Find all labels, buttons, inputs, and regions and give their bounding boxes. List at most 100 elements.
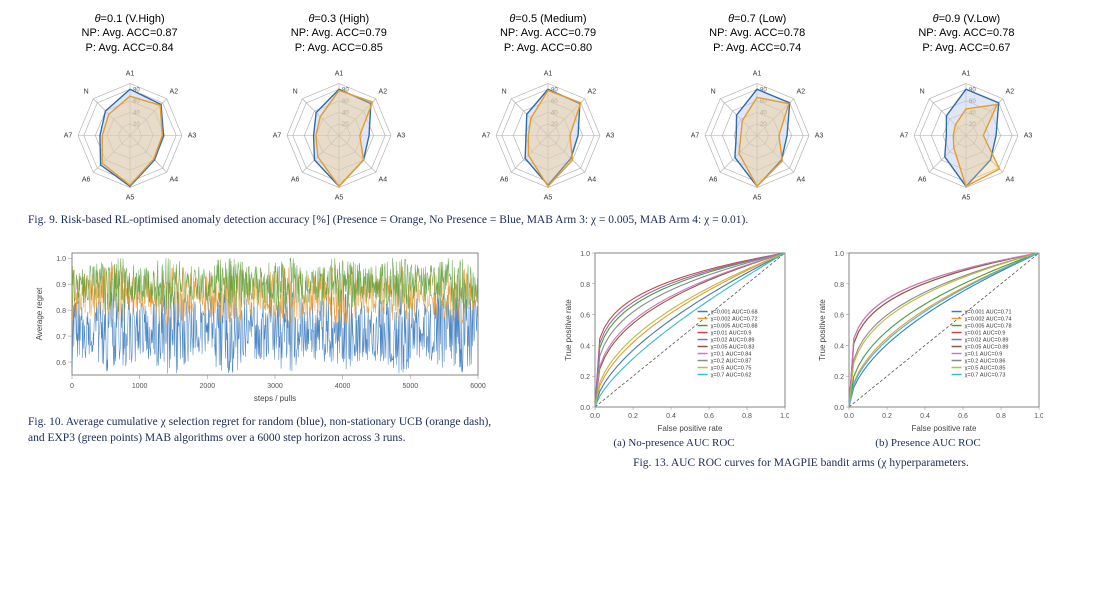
radar-plot: A1A2A3A4A5A6A7N20406080	[672, 57, 842, 202]
svg-text:A2: A2	[797, 89, 806, 96]
svg-text:N: N	[920, 89, 925, 96]
svg-text:0.8: 0.8	[996, 413, 1006, 420]
svg-text:χ=0.1 AUC=0.9: χ=0.1 AUC=0.9	[965, 351, 1003, 357]
radar-title: θ=0.5 (Medium)NP: Avg. ACC=0.79P: Avg. A…	[500, 12, 596, 55]
radar-plot: A1A2A3A4A5A6A7N20406080	[45, 57, 215, 202]
svg-text:Average regret: Average regret	[35, 286, 44, 340]
radar-plot: A1A2A3A4A5A6A7N20406080	[463, 57, 633, 202]
svg-text:A5: A5	[544, 194, 553, 201]
svg-text:χ=0.001 AUC=0.68: χ=0.001 AUC=0.68	[711, 309, 758, 315]
fig9-caption: Fig. 9. Risk-based RL-optimised anomaly …	[28, 212, 1068, 229]
svg-text:0.0: 0.0	[834, 405, 844, 412]
svg-text:A5: A5	[335, 194, 344, 201]
roc-cell: 0.00.00.20.20.40.40.60.60.80.81.01.0Fals…	[559, 245, 789, 449]
radar-title: θ=0.7 (Low)NP: Avg. ACC=0.78P: Avg. ACC=…	[709, 12, 805, 55]
radar-cell: θ=0.1 (V.High)NP: Avg. ACC=0.87P: Avg. A…	[28, 12, 231, 202]
svg-text:χ=0.7 AUC=0.62: χ=0.7 AUC=0.62	[711, 372, 752, 378]
svg-text:5000: 5000	[403, 383, 419, 390]
svg-text:A3: A3	[187, 132, 196, 139]
radar-cell: θ=0.9 (V.Low)NP: Avg. ACC=0.78P: Avg. AC…	[865, 12, 1068, 202]
svg-text:3000: 3000	[267, 383, 283, 390]
svg-text:0.6: 0.6	[834, 312, 844, 319]
svg-text:A6: A6	[500, 176, 509, 183]
svg-text:False positive rate: False positive rate	[658, 424, 723, 433]
roc-plot: 0.00.00.20.20.40.40.60.60.80.81.01.0Fals…	[813, 245, 1043, 435]
svg-text:A2: A2	[588, 89, 597, 96]
svg-text:0.0: 0.0	[590, 413, 600, 420]
svg-text:0.8: 0.8	[580, 281, 590, 288]
svg-text:N: N	[502, 89, 507, 96]
svg-text:χ=0.1 AUC=0.84: χ=0.1 AUC=0.84	[711, 351, 752, 357]
svg-text:A6: A6	[709, 176, 718, 183]
svg-text:A4: A4	[378, 176, 387, 183]
svg-text:0.0: 0.0	[844, 413, 854, 420]
svg-text:A1: A1	[125, 70, 134, 77]
svg-text:A4: A4	[797, 176, 806, 183]
roc-row: 0.00.00.20.20.40.40.60.60.80.81.01.0Fals…	[534, 245, 1068, 449]
roc-sublabel: (b) Presence AUC ROC	[875, 437, 980, 449]
svg-text:True positive rate: True positive rate	[818, 298, 827, 360]
svg-text:1.0: 1.0	[580, 251, 590, 258]
svg-text:A2: A2	[169, 89, 178, 96]
svg-text:steps / pulls: steps / pulls	[254, 394, 296, 403]
radar-plot: A1A2A3A4A5A6A7N20406080	[881, 57, 1051, 202]
svg-text:A1: A1	[544, 70, 553, 77]
svg-text:0.8: 0.8	[56, 308, 66, 315]
svg-text:N: N	[711, 89, 716, 96]
svg-text:A6: A6	[918, 176, 927, 183]
svg-text:χ=0.02 AUC=0.89: χ=0.02 AUC=0.89	[965, 337, 1009, 343]
svg-text:A5: A5	[962, 194, 971, 201]
svg-text:χ=0.05 AUC=0.89: χ=0.05 AUC=0.89	[965, 344, 1009, 350]
bottom-row: 01000200030004000500060000.60.70.80.91.0…	[28, 245, 1068, 488]
svg-text:0.0: 0.0	[580, 405, 590, 412]
svg-text:χ=0.02 AUC=0.89: χ=0.02 AUC=0.89	[711, 337, 755, 343]
svg-text:χ=0.5 AUC=0.75: χ=0.5 AUC=0.75	[711, 365, 752, 371]
svg-text:0.2: 0.2	[834, 374, 844, 381]
svg-text:χ=0.5 AUC=0.85: χ=0.5 AUC=0.85	[965, 365, 1006, 371]
svg-text:0.6: 0.6	[958, 413, 968, 420]
svg-text:χ=0.05 AUC=0.83: χ=0.05 AUC=0.83	[711, 344, 755, 350]
radar-plot: A1A2A3A4A5A6A7N20406080	[254, 57, 424, 202]
svg-text:0.6: 0.6	[704, 413, 714, 420]
svg-text:0.2: 0.2	[628, 413, 638, 420]
regret-plot: 01000200030004000500060000.60.70.80.91.0…	[28, 245, 488, 405]
fig13-caption: Fig. 13. AUC ROC curves for MAGPIE bandi…	[534, 455, 1068, 472]
svg-text:χ=0.002 AUC=0.72: χ=0.002 AUC=0.72	[711, 316, 758, 322]
svg-text:6000: 6000	[470, 383, 486, 390]
radar-cell: θ=0.3 (High)NP: Avg. ACC=0.79P: Avg. ACC…	[237, 12, 440, 202]
svg-text:1.0: 1.0	[834, 251, 844, 258]
svg-text:χ=0.7 AUC=0.73: χ=0.7 AUC=0.73	[965, 372, 1006, 378]
roc-panel: 0.00.00.20.20.40.40.60.60.80.81.01.0Fals…	[534, 245, 1068, 488]
svg-text:χ=0.005 AUC=0.78: χ=0.005 AUC=0.78	[965, 323, 1012, 329]
svg-text:1000: 1000	[132, 383, 148, 390]
svg-text:χ=0.01 AUC=0.9: χ=0.01 AUC=0.9	[711, 330, 752, 336]
svg-text:A7: A7	[482, 132, 491, 139]
svg-text:A5: A5	[125, 194, 134, 201]
svg-text:0.2: 0.2	[580, 374, 590, 381]
svg-text:χ=0.2 AUC=0.86: χ=0.2 AUC=0.86	[965, 358, 1006, 364]
svg-text:0.6: 0.6	[580, 312, 590, 319]
svg-text:χ=0.01 AUC=0.9: χ=0.01 AUC=0.9	[965, 330, 1006, 336]
svg-text:0: 0	[70, 383, 74, 390]
svg-text:True positive rate: True positive rate	[564, 298, 573, 360]
svg-text:A3: A3	[606, 132, 615, 139]
svg-text:A4: A4	[169, 176, 178, 183]
svg-text:4000: 4000	[335, 383, 351, 390]
svg-text:A1: A1	[335, 70, 344, 77]
svg-text:0.4: 0.4	[920, 413, 930, 420]
svg-text:1.0: 1.0	[56, 256, 66, 263]
svg-text:A2: A2	[1006, 89, 1015, 96]
svg-text:A2: A2	[378, 89, 387, 96]
svg-text:A4: A4	[588, 176, 597, 183]
svg-text:A7: A7	[900, 132, 909, 139]
svg-text:A7: A7	[63, 132, 72, 139]
regret-panel: 01000200030004000500060000.60.70.80.91.0…	[28, 245, 498, 488]
svg-text:A6: A6	[81, 176, 90, 183]
svg-text:χ=0.002 AUC=0.74: χ=0.002 AUC=0.74	[965, 316, 1012, 322]
svg-text:A3: A3	[815, 132, 824, 139]
svg-text:A7: A7	[691, 132, 700, 139]
svg-text:0.7: 0.7	[56, 334, 66, 341]
svg-text:A1: A1	[753, 70, 762, 77]
radar-title: θ=0.9 (V.Low)NP: Avg. ACC=0.78P: Avg. AC…	[918, 12, 1014, 55]
svg-text:0.8: 0.8	[742, 413, 752, 420]
